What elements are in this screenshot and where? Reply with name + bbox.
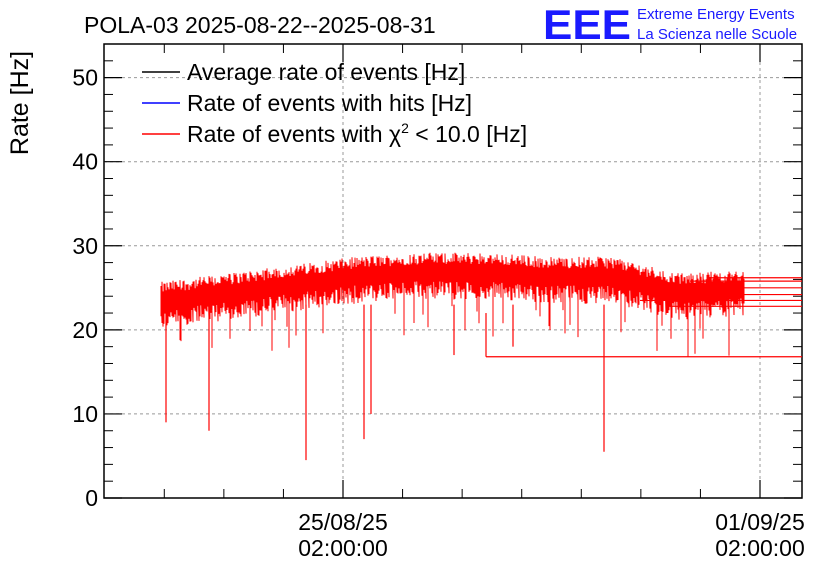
legend-label-chi2: Rate of events with χ2 < 10.0 [Hz] <box>187 120 527 147</box>
y-tick-label: 20 <box>72 317 98 343</box>
series-line-chi2 <box>160 252 745 357</box>
series-chi2 <box>160 252 802 461</box>
x-tick-label-time: 02:00:00 <box>298 535 388 561</box>
plot-frame <box>103 43 803 499</box>
x-tick-label-time: 02:00:00 <box>715 535 805 561</box>
x-tick-label-date: 01/09/25 <box>715 509 805 535</box>
chart-title: POLA-03 2025-08-22--2025-08-31 <box>84 12 436 38</box>
grid <box>104 44 802 498</box>
y-axis-label: Rate [Hz] <box>6 51 34 155</box>
logo-line1: Extreme Energy Events <box>637 6 795 23</box>
logo-line2: La Scienza nelle Scuole <box>637 26 797 43</box>
legend-label-average: Average rate of events [Hz] <box>187 59 465 85</box>
legend: Average rate of events [Hz] Rate of even… <box>142 59 527 147</box>
eee-logo: EEE Extreme Energy Events La Scienza nel… <box>543 1 797 48</box>
x-tick-label-date: 25/08/25 <box>298 509 388 535</box>
legend-label-hits: Rate of events with hits [Hz] <box>187 90 472 116</box>
y-tick-label: 30 <box>72 233 98 259</box>
logo-mark: EEE <box>543 1 631 48</box>
y-tick-label: 10 <box>72 401 98 427</box>
y-tick-label: 0 <box>85 485 98 511</box>
y-axis: 0 10 20 30 40 50 <box>72 60 802 511</box>
y-tick-label: 40 <box>72 149 98 175</box>
y-tick-label: 50 <box>72 65 98 91</box>
